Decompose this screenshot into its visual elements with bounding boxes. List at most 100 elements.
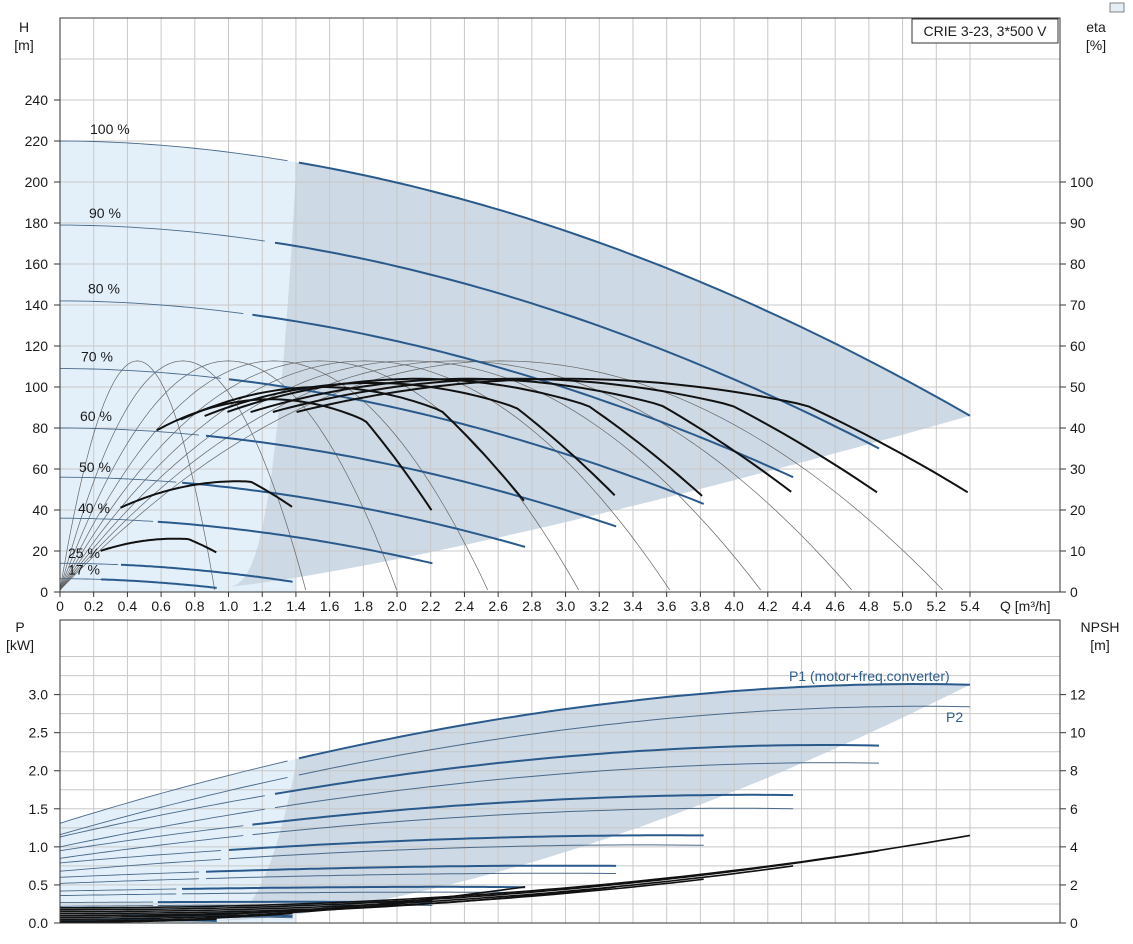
p2-curve-low-flow — [59, 905, 154, 907]
x-tick-label: 2.0 — [387, 598, 407, 614]
p1-curve-low-flow — [59, 850, 221, 864]
npsh-curve — [60, 918, 217, 923]
y2-tick-label: 90 — [1070, 215, 1086, 231]
y-tick-label: 220 — [25, 133, 49, 149]
y-tick-label: 20 — [32, 543, 48, 559]
eta-curve — [250, 377, 792, 493]
x-axis-label: Q [m³/h] — [1000, 598, 1051, 614]
x-tick-label: 1.4 — [286, 598, 306, 614]
y-tick-label: 120 — [25, 338, 49, 354]
y2-axis-label-line1: eta — [1086, 19, 1106, 35]
y-tick-label: 40 — [32, 502, 48, 518]
hq-curve-low-flow — [60, 517, 154, 522]
x-tick-label: 3.4 — [623, 598, 643, 614]
x-tick-label: 1.6 — [320, 598, 340, 614]
p1-curve — [252, 793, 794, 826]
p2-curve-low-flow — [59, 878, 200, 884]
x-tick-label: 3.0 — [556, 598, 576, 614]
y2-tick-label: 80 — [1070, 256, 1086, 272]
eta-thin-curve — [59, 360, 489, 591]
speed-label: 90 % — [89, 205, 121, 221]
npsh-curve — [60, 886, 526, 919]
p1-curve-low-flow — [59, 760, 288, 824]
p1-series-label: P1 (motor+freq.converter) — [789, 668, 950, 684]
npsh-tick-label: 4 — [1070, 839, 1078, 855]
speed-label: 17 % — [68, 562, 100, 578]
p1-curve — [182, 885, 526, 890]
x-tick-label: 5.2 — [927, 598, 947, 614]
power-operating-region — [216, 684, 970, 921]
p1-curve-low-flow — [59, 795, 265, 838]
hq-curve — [120, 563, 293, 583]
hq-curve-low-flow — [60, 562, 119, 566]
p2-curve — [252, 807, 794, 836]
eta-thin-curve — [59, 360, 398, 591]
hq-frame — [59, 17, 1061, 593]
x-tick-label: 4.0 — [724, 598, 744, 614]
power-tick-label: 2.5 — [29, 725, 49, 741]
x-tick-label: 2.6 — [488, 598, 508, 614]
x-tick-label: 0 — [56, 598, 64, 614]
y-tick-label: 140 — [25, 297, 49, 313]
title-box — [911, 18, 1059, 44]
power-tick-label: 1.0 — [29, 839, 49, 855]
x-tick-label: 5.0 — [893, 598, 913, 614]
speed-label: 60 % — [80, 408, 112, 424]
npsh-curve — [60, 912, 293, 922]
x-tick-label: 1.8 — [354, 598, 374, 614]
x-tick-label: 4.8 — [859, 598, 879, 614]
power-axis-label-line2: [kW] — [6, 637, 34, 653]
eta-thin-curve — [59, 360, 307, 591]
y2-tick-label: 40 — [1070, 420, 1086, 436]
x-tick-label: 2.8 — [522, 598, 542, 614]
speed-label: 100 % — [90, 121, 130, 137]
p1-curve-low-flow — [59, 888, 177, 892]
power-tick-label: 1.5 — [29, 801, 49, 817]
chart-title: CRIE 3-23, 3*500 V — [924, 23, 1048, 39]
npsh-axis-label-line1: NPSH — [1081, 619, 1120, 635]
speed-label: 70 % — [81, 348, 113, 364]
npsh-curve — [60, 899, 433, 920]
y-tick-label: 240 — [25, 92, 49, 108]
hq-curve-low-flow — [59, 140, 288, 162]
hq-curve — [101, 578, 217, 589]
y-tick-label: 0 — [40, 584, 48, 600]
y2-tick-label: 10 — [1070, 543, 1086, 559]
eta-thin-curve — [59, 360, 852, 591]
y2-axis-label-line2: [%] — [1086, 37, 1106, 53]
eta-thin-curve — [59, 360, 943, 591]
npsh-tick-label: 8 — [1070, 763, 1078, 779]
power-frame — [59, 619, 1061, 924]
eta-curve — [204, 381, 616, 497]
x-tick-label: 3.2 — [590, 598, 610, 614]
y-tick-label: 100 — [25, 379, 49, 395]
eta-curve — [227, 377, 703, 497]
y-tick-label: 60 — [32, 461, 48, 477]
y2-tick-label: 100 — [1070, 174, 1094, 190]
hq-curve-low-flow — [60, 224, 265, 242]
p1-curve — [228, 834, 704, 851]
tick-labels: 0 0.2 0.4 0.6 0.8 1.0 1.2 1.4 1.6 1.8 2.0 2.2 2.4 2.6… — [25, 92, 1094, 931]
x-tick-label: 0.4 — [118, 598, 138, 614]
p2-curve-low-flow — [59, 835, 244, 859]
y2-tick-label: 30 — [1070, 461, 1086, 477]
power-axis-label-line1: P — [15, 619, 24, 635]
p1-curve — [205, 864, 617, 873]
speed-label: 50 % — [79, 459, 111, 475]
min-flow-region — [60, 141, 296, 592]
y-axis-label-line2: [m] — [14, 37, 33, 53]
npsh-tick-label: 2 — [1070, 877, 1078, 893]
x-tick-label: 4.6 — [825, 598, 845, 614]
x-tick-label: 2.4 — [455, 598, 475, 614]
x-tick-label: 5.4 — [960, 598, 980, 614]
eta-curve — [156, 398, 433, 511]
curve-layer: 100 % 90 % 80 % 70 % 60 % 50 % 40 % 25 %17 % — [59, 121, 971, 923]
eta-curve — [272, 377, 878, 494]
hq-curve-low-flow — [60, 578, 102, 580]
hq-curve — [298, 161, 971, 417]
p2-curve-low-flow — [59, 776, 288, 836]
eta-curve — [100, 537, 217, 554]
hq-curve-low-flow — [60, 476, 177, 483]
power-min-flow-region — [60, 759, 296, 923]
